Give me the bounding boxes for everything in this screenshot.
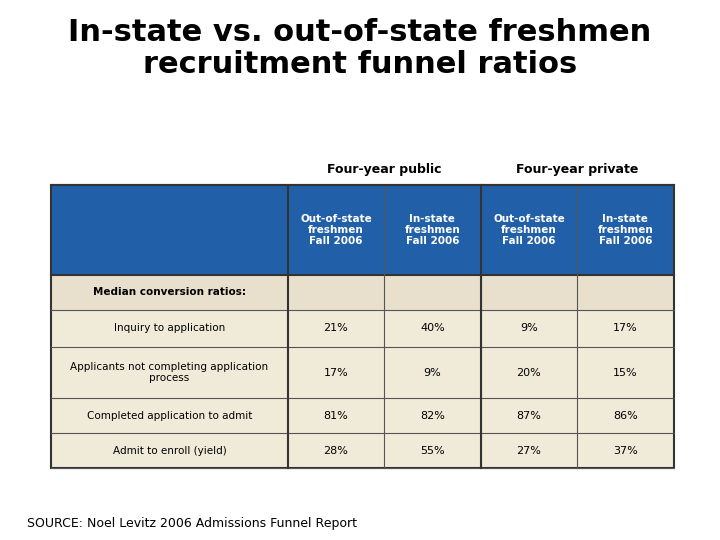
Text: 9%: 9% (423, 368, 441, 377)
Bar (577, 347, 674, 399)
Bar (577, 275, 674, 310)
Text: Completed application to admit: Completed application to admit (87, 411, 252, 421)
Text: 17%: 17% (323, 368, 348, 377)
Bar (384, 399, 481, 433)
Text: 86%: 86% (613, 411, 638, 421)
Text: 20%: 20% (516, 368, 541, 377)
Bar (51, 275, 288, 310)
Bar (577, 399, 674, 433)
Text: 9%: 9% (520, 323, 538, 333)
Text: In-state
freshmen
Fall 2006: In-state freshmen Fall 2006 (598, 214, 653, 246)
Bar (384, 275, 481, 310)
Text: Four-year public: Four-year public (327, 164, 441, 177)
Bar (481, 310, 577, 347)
Bar (481, 275, 577, 310)
Text: 55%: 55% (420, 446, 445, 456)
Text: Out-of-state
freshmen
Fall 2006: Out-of-state freshmen Fall 2006 (300, 214, 372, 246)
Bar (481, 347, 577, 399)
Text: 17%: 17% (613, 323, 638, 333)
Text: In-state vs. out-of-state freshmen
recruitment funnel ratios: In-state vs. out-of-state freshmen recru… (68, 18, 652, 79)
Text: Admit to enroll (yield): Admit to enroll (yield) (112, 446, 226, 456)
Bar (288, 310, 384, 347)
Text: In-state
freshmen
Fall 2006: In-state freshmen Fall 2006 (405, 214, 460, 246)
Text: 28%: 28% (323, 446, 348, 456)
Text: Median conversion ratios:: Median conversion ratios: (93, 287, 246, 298)
Bar (51, 399, 288, 433)
Text: 15%: 15% (613, 368, 638, 377)
Text: SOURCE: Noel Levitz 2006 Admissions Funnel Report: SOURCE: Noel Levitz 2006 Admissions Funn… (27, 517, 356, 530)
Bar (288, 347, 384, 399)
Text: 40%: 40% (420, 323, 445, 333)
Text: 87%: 87% (516, 411, 541, 421)
Bar (384, 347, 481, 399)
Text: Applicants not completing application
process: Applicants not completing application pr… (71, 362, 269, 383)
Bar (577, 433, 674, 468)
Text: 21%: 21% (323, 323, 348, 333)
Bar (288, 399, 384, 433)
Text: Inquiry to application: Inquiry to application (114, 323, 225, 333)
Text: Four-year private: Four-year private (516, 164, 639, 177)
Bar (384, 433, 481, 468)
Bar (288, 433, 384, 468)
Bar (577, 310, 674, 347)
Bar (481, 399, 577, 433)
Bar (51, 347, 288, 399)
Bar (481, 433, 577, 468)
Bar (288, 275, 384, 310)
Text: Out-of-state
freshmen
Fall 2006: Out-of-state freshmen Fall 2006 (493, 214, 564, 246)
Text: 81%: 81% (323, 411, 348, 421)
Text: 37%: 37% (613, 446, 638, 456)
Bar (51, 433, 288, 468)
Text: 82%: 82% (420, 411, 445, 421)
Bar (51, 310, 288, 347)
Bar (384, 310, 481, 347)
Text: 27%: 27% (516, 446, 541, 456)
